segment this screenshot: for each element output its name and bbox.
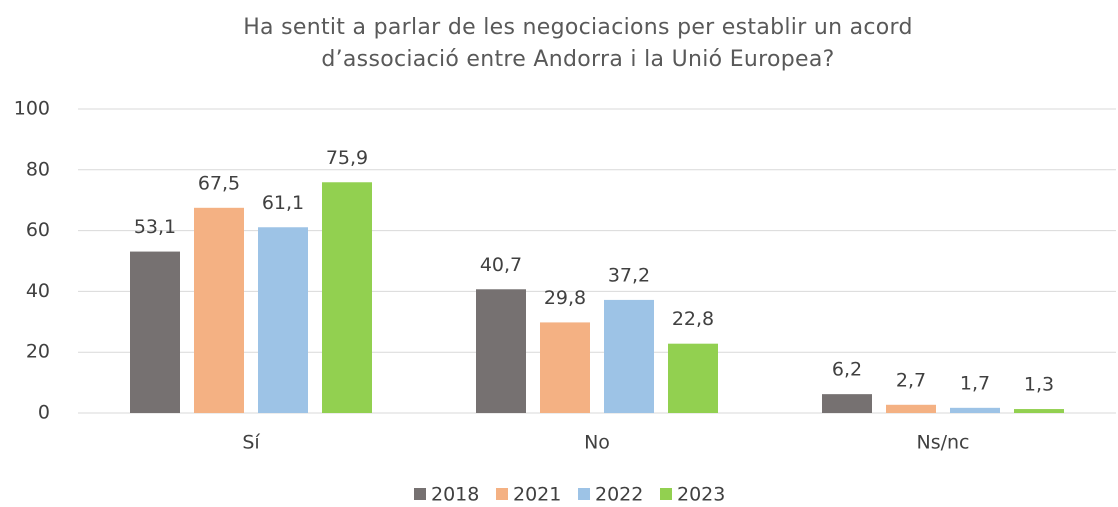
value-label: 29,8: [544, 287, 586, 309]
y-tick-label: 60: [26, 219, 50, 241]
bar: [1014, 409, 1064, 413]
y-tick-label: 100: [14, 98, 50, 120]
value-label: 1,7: [960, 372, 990, 394]
bar: [194, 207, 244, 413]
bar: [950, 407, 1000, 413]
value-label: 22,8: [672, 308, 714, 330]
x-tick-label: Sí: [242, 432, 260, 454]
legend-label: 2022: [595, 484, 643, 506]
value-label: 1,3: [1024, 374, 1054, 396]
value-label: 37,2: [608, 264, 650, 286]
legend-swatch: [496, 488, 508, 500]
bar: [886, 404, 936, 413]
legend-swatch: [414, 488, 426, 500]
value-label: 61,1: [262, 192, 304, 214]
value-label: 53,1: [134, 216, 176, 238]
chart-title: Ha sentit a parlar de les negociacions p…: [243, 15, 913, 40]
x-tick-label: No: [584, 432, 610, 454]
value-label: 75,9: [326, 147, 368, 169]
chart-title: d’associació entre Andorra i la Unió Eur…: [321, 47, 834, 72]
value-label: 2,7: [896, 369, 926, 391]
bar: [668, 343, 718, 413]
bar: [322, 182, 372, 413]
value-label: 40,7: [480, 254, 522, 276]
legend-label: 2023: [677, 484, 725, 506]
bar: [476, 289, 526, 413]
legend-swatch: [660, 488, 672, 500]
bar: [540, 322, 590, 413]
y-tick-label: 40: [26, 280, 50, 302]
legend-swatch: [578, 488, 590, 500]
bar: [258, 227, 308, 413]
value-label: 6,2: [832, 359, 862, 381]
x-tick-label: Ns/nc: [916, 432, 969, 454]
y-tick-label: 80: [26, 158, 50, 180]
bar: [822, 394, 872, 413]
y-tick-label: 0: [38, 402, 50, 424]
legend-label: 2018: [431, 484, 479, 506]
value-label: 67,5: [198, 172, 240, 194]
legend-label: 2021: [513, 484, 561, 506]
bar: [130, 251, 180, 413]
bar: [604, 299, 654, 413]
y-tick-label: 20: [26, 341, 50, 363]
